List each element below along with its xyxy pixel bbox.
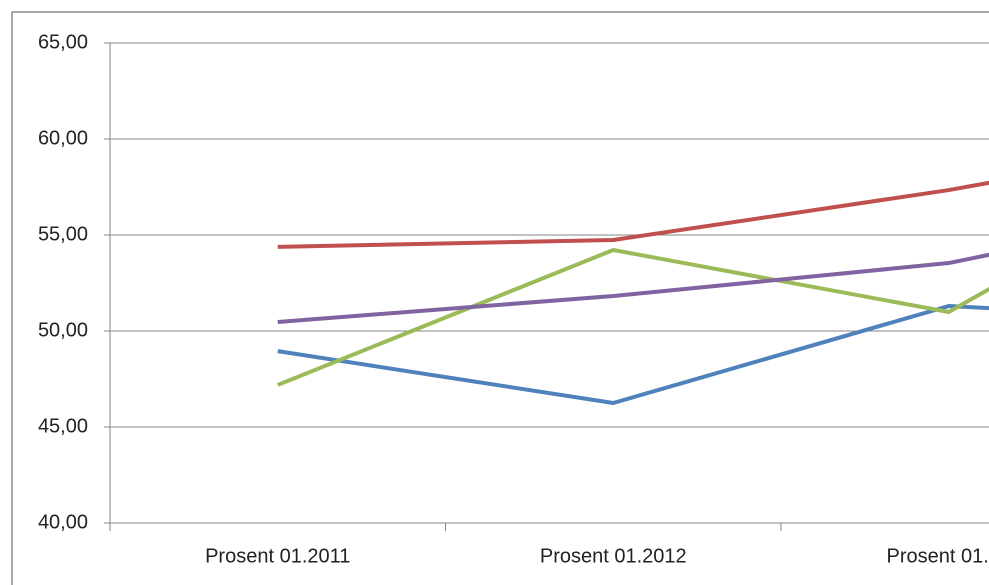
plot: [277, 180, 989, 405]
series-line: [277, 304, 989, 405]
y-tick-label: 65,00: [38, 31, 88, 53]
y-tick-label: 40,00: [38, 511, 88, 533]
series-line: [277, 247, 989, 387]
x-tick-label: Prosent 01.01: [886, 545, 989, 567]
series-line: [277, 180, 989, 249]
y-tick-label: 45,00: [38, 415, 88, 437]
chart-frame: [11, 11, 989, 585]
y-tick-label: 60,00: [38, 127, 88, 149]
grid: [104, 42, 989, 524]
x-tick-label: Prosent 01.2011: [205, 545, 350, 567]
series-line: [277, 252, 989, 324]
y-tick-label: 55,00: [38, 223, 88, 245]
x-tick-label: Prosent 01.2012: [540, 545, 687, 567]
y-tick-label: 50,00: [38, 319, 88, 341]
